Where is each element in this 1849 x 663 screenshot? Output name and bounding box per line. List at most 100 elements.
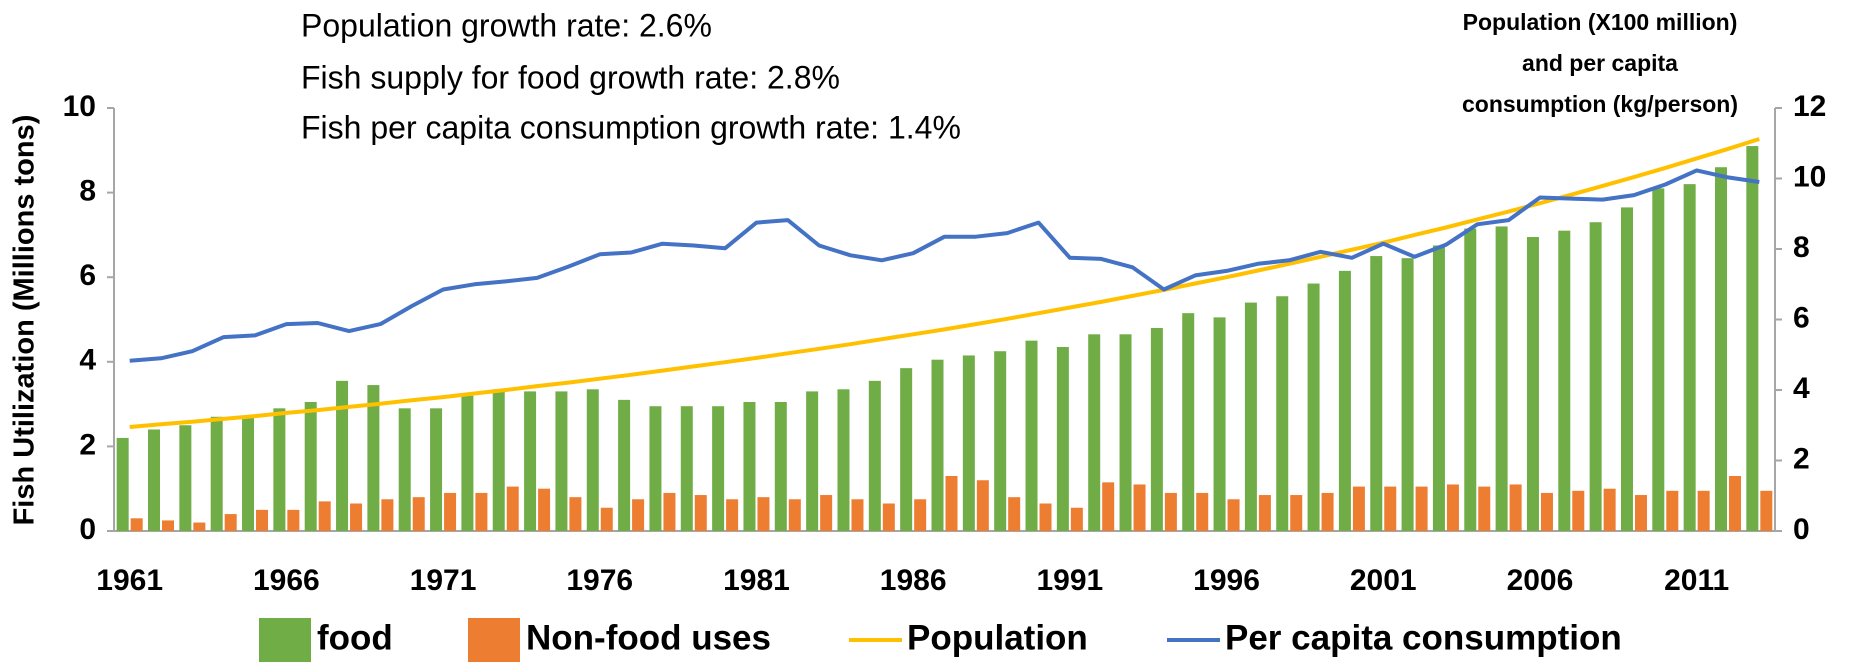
bar bbox=[555, 391, 568, 531]
bar bbox=[179, 425, 192, 531]
x-tick-label: 2001 bbox=[1350, 564, 1417, 597]
bar bbox=[1213, 317, 1226, 531]
bar bbox=[1760, 490, 1773, 531]
bar bbox=[1634, 495, 1647, 531]
bar bbox=[976, 480, 989, 531]
bar bbox=[1558, 230, 1571, 532]
bar bbox=[868, 380, 881, 531]
y-tick-label: 4 bbox=[79, 344, 96, 377]
legend-swatch bbox=[259, 618, 311, 662]
y2-axis-title: and per capita bbox=[1522, 50, 1678, 76]
bar bbox=[116, 437, 129, 531]
y-tick-label: 10 bbox=[63, 90, 96, 123]
bar bbox=[1509, 484, 1522, 531]
bar bbox=[1196, 492, 1209, 531]
x-tick-label: 1976 bbox=[566, 564, 633, 597]
bar bbox=[475, 492, 488, 531]
bar bbox=[304, 401, 317, 531]
bar bbox=[1025, 340, 1038, 531]
bar bbox=[726, 499, 739, 531]
bar bbox=[1088, 334, 1101, 531]
bar bbox=[712, 406, 725, 531]
bar bbox=[1683, 184, 1696, 531]
bar bbox=[524, 391, 537, 531]
bar bbox=[1526, 237, 1539, 531]
bar bbox=[900, 368, 913, 531]
bar bbox=[1446, 484, 1459, 531]
bar bbox=[273, 408, 286, 531]
y-tick-label: 6 bbox=[79, 259, 96, 292]
annotation: Fish supply for food growth rate: 2.8% bbox=[301, 59, 840, 95]
y2-tick-label: 6 bbox=[1793, 301, 1810, 334]
bar bbox=[412, 497, 425, 531]
bar bbox=[367, 385, 380, 531]
x-tick-label: 1966 bbox=[253, 564, 320, 597]
bar bbox=[318, 501, 331, 531]
legend-label: Population bbox=[907, 618, 1088, 657]
bar bbox=[1008, 497, 1021, 531]
bar bbox=[1102, 482, 1115, 531]
bar bbox=[680, 406, 693, 531]
bar bbox=[1666, 490, 1679, 531]
bar bbox=[945, 476, 958, 531]
x-tick-label: 1991 bbox=[1036, 564, 1103, 597]
x-tick-label: 2011 bbox=[1664, 564, 1729, 597]
bar bbox=[632, 499, 645, 531]
bar bbox=[1227, 499, 1240, 531]
x-tick-label: 1996 bbox=[1193, 564, 1260, 597]
y2-axis-title: Population (X100 million) bbox=[1463, 9, 1738, 35]
legend-swatch bbox=[468, 618, 520, 662]
bar bbox=[1540, 492, 1553, 531]
bar bbox=[1119, 334, 1132, 531]
legend-label: Non-food uses bbox=[526, 618, 771, 657]
bar bbox=[914, 499, 927, 531]
bar bbox=[1338, 270, 1351, 531]
bar bbox=[774, 401, 787, 531]
y2-tick-label: 4 bbox=[1793, 372, 1810, 405]
y2-tick-label: 8 bbox=[1793, 231, 1810, 264]
bar bbox=[994, 351, 1007, 531]
y2-axis-title: consumption (kg/person) bbox=[1462, 91, 1738, 117]
bar bbox=[806, 391, 819, 531]
bar bbox=[336, 380, 349, 531]
x-tick-label: 1971 bbox=[410, 564, 477, 597]
y2-tick-label: 0 bbox=[1793, 513, 1810, 546]
bar bbox=[444, 492, 457, 531]
bar bbox=[931, 359, 944, 531]
bar bbox=[1589, 222, 1602, 531]
x-tick-label: 1981 bbox=[723, 564, 790, 597]
bar bbox=[1164, 492, 1177, 531]
bar bbox=[851, 499, 864, 531]
bar bbox=[1307, 283, 1320, 531]
bar bbox=[1258, 495, 1271, 531]
bar bbox=[586, 389, 599, 531]
bar bbox=[1728, 476, 1741, 531]
bar bbox=[1478, 486, 1491, 531]
bar bbox=[788, 499, 801, 531]
bar bbox=[287, 509, 300, 531]
x-tick-label: 1986 bbox=[880, 564, 947, 597]
bar bbox=[148, 429, 161, 531]
bar bbox=[1415, 486, 1428, 531]
bar bbox=[1070, 507, 1083, 531]
bar bbox=[663, 492, 676, 531]
bar bbox=[837, 389, 850, 531]
bar bbox=[430, 408, 443, 531]
y2-tick-label: 10 bbox=[1793, 160, 1826, 193]
bar bbox=[193, 522, 206, 531]
bar bbox=[1603, 488, 1616, 531]
bar bbox=[962, 355, 975, 531]
bar bbox=[350, 503, 363, 531]
bar bbox=[256, 509, 269, 531]
bar bbox=[569, 497, 582, 531]
bar bbox=[130, 518, 143, 531]
bar bbox=[398, 408, 411, 531]
legend-label: food bbox=[317, 618, 393, 657]
bar bbox=[1370, 256, 1383, 531]
y-tick-label: 8 bbox=[79, 175, 96, 208]
bar bbox=[461, 395, 474, 531]
bar bbox=[882, 503, 895, 531]
bar bbox=[743, 401, 756, 531]
bar bbox=[1495, 226, 1508, 531]
